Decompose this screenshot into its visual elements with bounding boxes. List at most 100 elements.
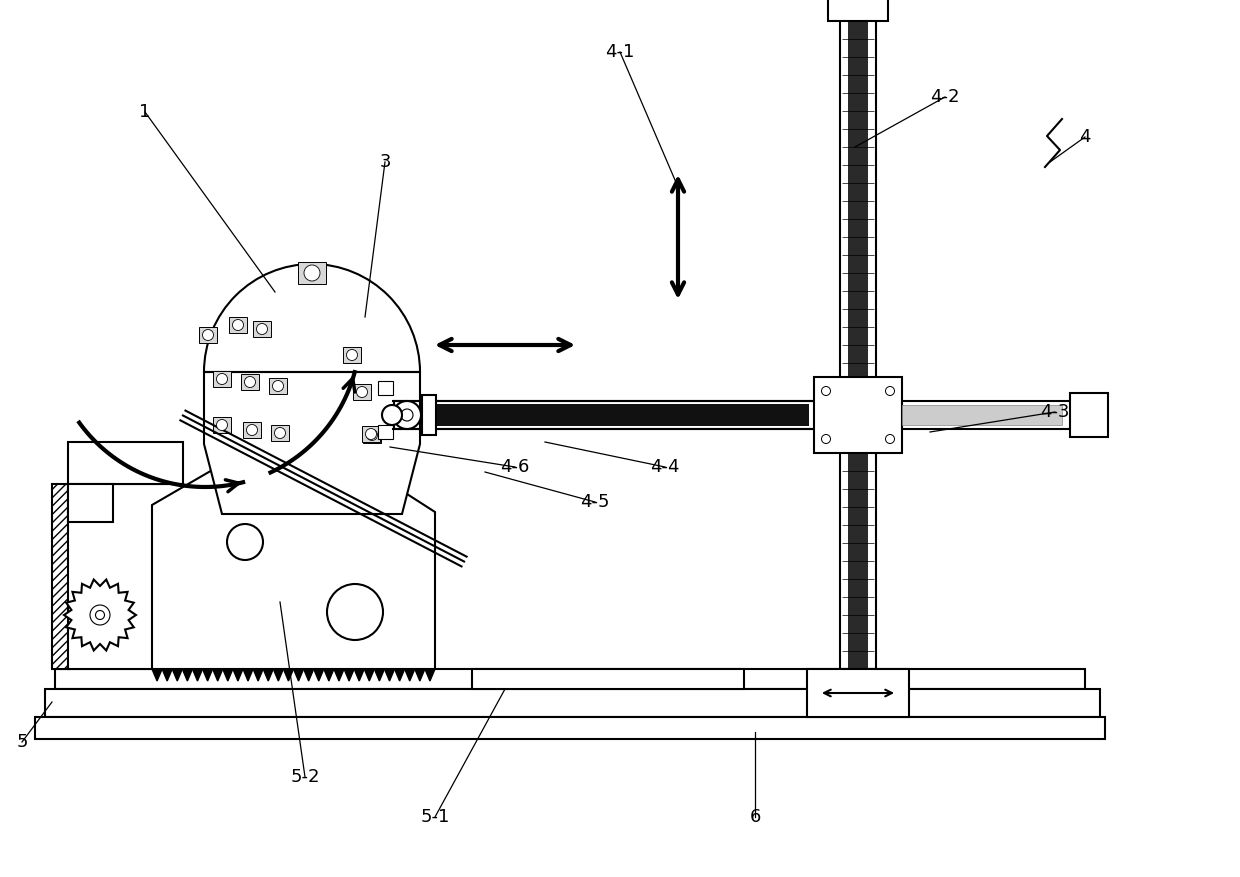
Circle shape: [367, 430, 377, 440]
Bar: [213, 417, 231, 433]
Polygon shape: [273, 669, 284, 681]
Bar: [68, 442, 184, 484]
Circle shape: [217, 419, 227, 431]
Bar: [213, 371, 231, 387]
Circle shape: [257, 324, 268, 334]
Text: 4-1: 4-1: [605, 43, 635, 61]
Bar: [378, 381, 393, 395]
Text: 5-2: 5-2: [290, 768, 320, 786]
Bar: [394, 401, 822, 429]
Polygon shape: [394, 669, 404, 681]
Text: 6: 6: [749, 808, 760, 826]
Polygon shape: [202, 669, 212, 681]
Polygon shape: [334, 669, 343, 681]
Polygon shape: [384, 669, 394, 681]
Circle shape: [233, 319, 243, 331]
Bar: [363, 427, 381, 443]
Circle shape: [91, 605, 110, 625]
Bar: [198, 327, 217, 343]
Text: 4-6: 4-6: [500, 458, 529, 476]
Circle shape: [401, 409, 413, 421]
Text: 4: 4: [1079, 128, 1091, 146]
Text: 4-2: 4-2: [930, 88, 960, 106]
Bar: [807, 669, 909, 717]
Circle shape: [95, 610, 104, 619]
Polygon shape: [64, 580, 136, 651]
Bar: [229, 317, 247, 333]
Polygon shape: [192, 669, 202, 681]
Bar: [298, 262, 326, 284]
Polygon shape: [404, 669, 415, 681]
Polygon shape: [365, 669, 374, 681]
Polygon shape: [153, 422, 435, 669]
Text: 4-3: 4-3: [1040, 403, 1070, 421]
Polygon shape: [284, 669, 294, 681]
Polygon shape: [153, 669, 162, 681]
Polygon shape: [205, 372, 420, 514]
Bar: [68, 484, 184, 669]
Polygon shape: [162, 669, 172, 681]
Bar: [362, 426, 379, 442]
Bar: [472, 669, 744, 689]
Bar: [68, 484, 113, 522]
Circle shape: [217, 374, 227, 384]
Bar: [269, 378, 286, 394]
Bar: [52, 484, 69, 669]
Polygon shape: [374, 669, 384, 681]
Polygon shape: [415, 669, 425, 681]
Polygon shape: [223, 669, 233, 681]
Polygon shape: [826, 669, 890, 689]
Bar: [1070, 393, 1109, 437]
Polygon shape: [304, 669, 314, 681]
Bar: [353, 384, 371, 400]
Bar: [253, 321, 272, 337]
Circle shape: [821, 434, 831, 444]
Bar: [343, 347, 361, 363]
Text: 5: 5: [16, 733, 27, 751]
Bar: [828, 0, 888, 21]
Text: 4-5: 4-5: [580, 493, 610, 511]
Polygon shape: [324, 669, 334, 681]
Bar: [901, 405, 1061, 425]
Circle shape: [357, 387, 367, 397]
Polygon shape: [425, 669, 435, 681]
Circle shape: [885, 387, 894, 396]
Polygon shape: [343, 669, 355, 681]
Bar: [813, 377, 901, 453]
Circle shape: [885, 434, 894, 444]
Circle shape: [202, 330, 213, 340]
Circle shape: [393, 401, 422, 429]
Text: 3: 3: [379, 153, 391, 171]
Text: 5-1: 5-1: [420, 808, 450, 826]
Circle shape: [244, 376, 255, 388]
Polygon shape: [182, 669, 192, 681]
Circle shape: [274, 427, 285, 438]
Circle shape: [247, 424, 258, 436]
Bar: [55, 669, 1085, 689]
Polygon shape: [314, 669, 324, 681]
Bar: [848, 19, 868, 669]
Polygon shape: [172, 669, 182, 681]
Bar: [272, 425, 289, 441]
Bar: [241, 374, 259, 390]
Bar: [35, 717, 1105, 739]
Bar: [424, 404, 808, 426]
Bar: [422, 395, 436, 435]
Circle shape: [227, 524, 263, 560]
Circle shape: [382, 405, 402, 425]
Polygon shape: [294, 669, 304, 681]
Text: 4-4: 4-4: [650, 458, 680, 476]
Polygon shape: [355, 669, 365, 681]
Bar: [378, 425, 393, 439]
Circle shape: [327, 584, 383, 640]
Circle shape: [346, 350, 357, 360]
Polygon shape: [243, 669, 253, 681]
Bar: [243, 422, 260, 438]
Circle shape: [273, 381, 284, 391]
Polygon shape: [212, 669, 223, 681]
Polygon shape: [253, 669, 263, 681]
Circle shape: [304, 265, 320, 281]
Bar: [45, 689, 1100, 717]
Polygon shape: [233, 669, 243, 681]
Circle shape: [821, 387, 831, 396]
